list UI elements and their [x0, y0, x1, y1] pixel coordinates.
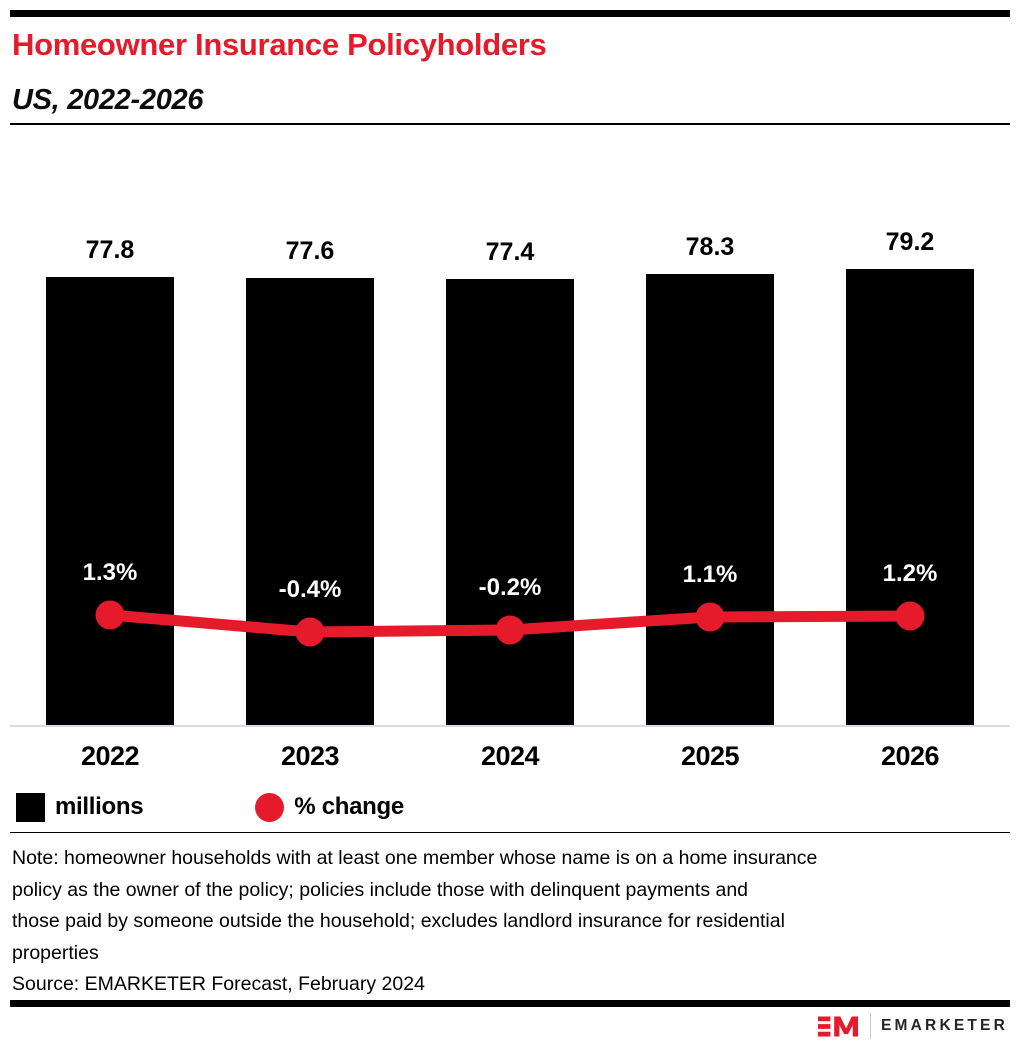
note-line: those paid by someone outside the househ… — [12, 910, 785, 933]
legend-circle-swatch-icon — [255, 792, 285, 822]
bar-2024 — [446, 279, 574, 726]
top-divider-bar — [10, 10, 1010, 17]
pct-change-label: 1.2% — [882, 560, 938, 587]
logo-wordmark: EMARKETER — [881, 1017, 1008, 1034]
legend-divider-line — [10, 832, 1010, 833]
emarketer-monogram-icon — [818, 1016, 859, 1036]
bar-2025 — [646, 274, 774, 726]
bottom-divider-bar — [10, 1000, 1010, 1007]
page-subtitle: US, 2022-2026 — [12, 84, 204, 116]
header-divider-line — [10, 123, 1010, 125]
legend-label-millions: millions — [55, 793, 144, 820]
page-title: Homeowner Insurance Policyholders — [12, 27, 547, 62]
x-tick-label: 2023 — [280, 741, 340, 771]
legend-label-pct-change: % change — [294, 793, 404, 820]
note-line: properties — [12, 941, 99, 964]
brand-logo: EMARKETER — [818, 1012, 1008, 1040]
note-line: Note: homeowner households with at least… — [12, 847, 818, 869]
legend-square-swatch-icon — [16, 792, 45, 822]
bar-2023 — [246, 278, 374, 726]
legend: millions % change — [16, 792, 404, 822]
note-line: policy as the owner of the policy; polic… — [12, 878, 749, 901]
bar-2026 — [846, 268, 974, 726]
logo-divider — [870, 1013, 872, 1039]
x-axis-line — [10, 725, 1010, 727]
x-tick-label: 2025 — [680, 741, 740, 771]
x-tick-label: 2024 — [480, 741, 540, 771]
bar-value-label: 77.8 — [85, 236, 135, 264]
bar-value-label: 78.3 — [685, 233, 735, 262]
pct-change-label: -0.2% — [478, 574, 542, 601]
x-tick-label: 2026 — [880, 741, 940, 771]
pct-change-label: -0.4% — [278, 576, 342, 603]
pct-change-label: 1.1% — [682, 561, 738, 588]
bar-value-label: 77.4 — [485, 238, 535, 267]
source-text: Source: EMARKETER Forecast, February 202… — [12, 973, 425, 995]
bar-value-label: 77.6 — [285, 237, 335, 266]
x-tick-label: 2022 — [80, 741, 140, 771]
bar-2022 — [46, 277, 174, 726]
pct-change-label: 1.3% — [82, 559, 138, 586]
bar-value-label: 79.2 — [885, 227, 935, 256]
note-text: Note: homeowner households with at least… — [12, 843, 1002, 969]
